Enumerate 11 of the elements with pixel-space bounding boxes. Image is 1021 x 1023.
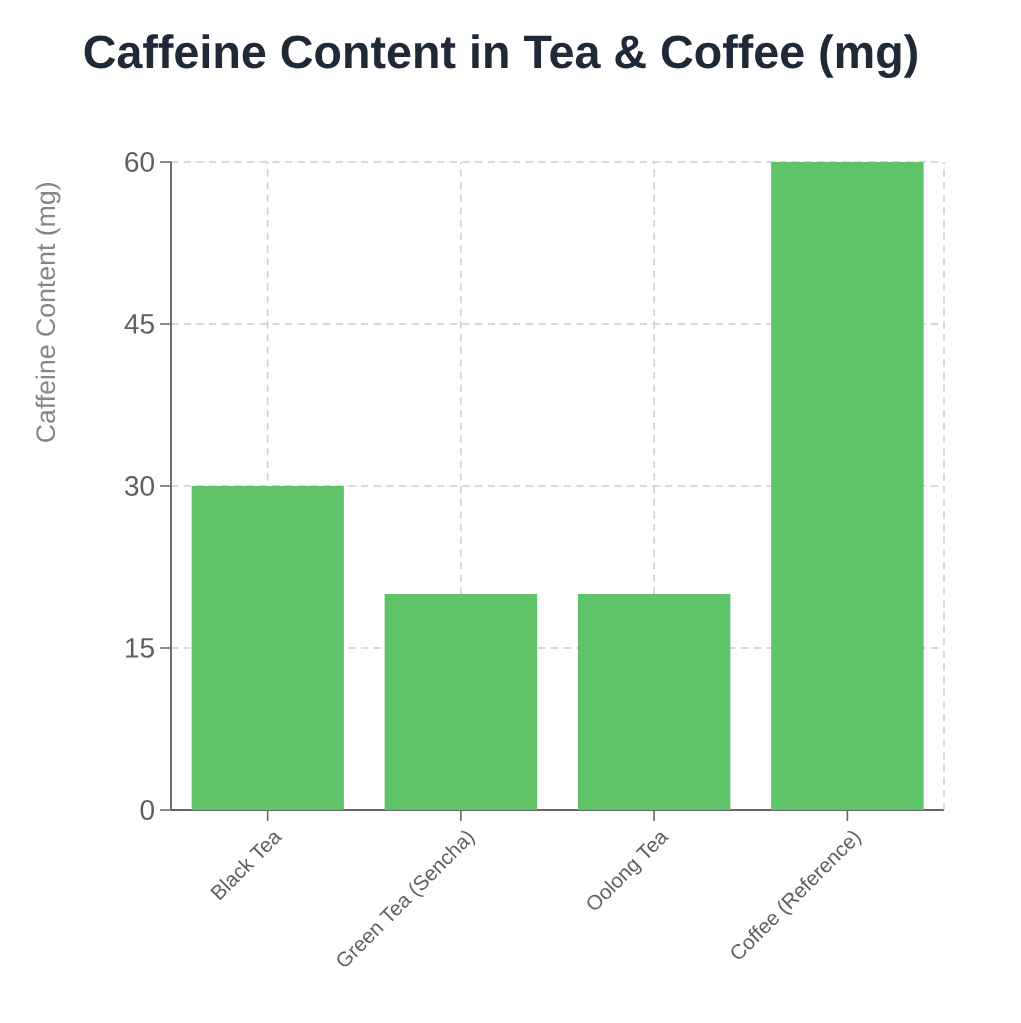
y-tick-label: 0 [140,800,154,820]
y-tick-label: 60 [125,152,154,172]
bar [577,593,731,810]
chart-title: Caffeine Content in Tea & Coffee (mg) [84,34,917,78]
bar [771,161,924,810]
y-axis-title: Caffeine Content (mg) [35,183,61,442]
bar [191,486,344,810]
bar [384,593,538,810]
y-tick-label: 15 [126,638,154,658]
y-tick-label: 30 [124,476,154,496]
y-tick-label: 45 [124,314,154,334]
